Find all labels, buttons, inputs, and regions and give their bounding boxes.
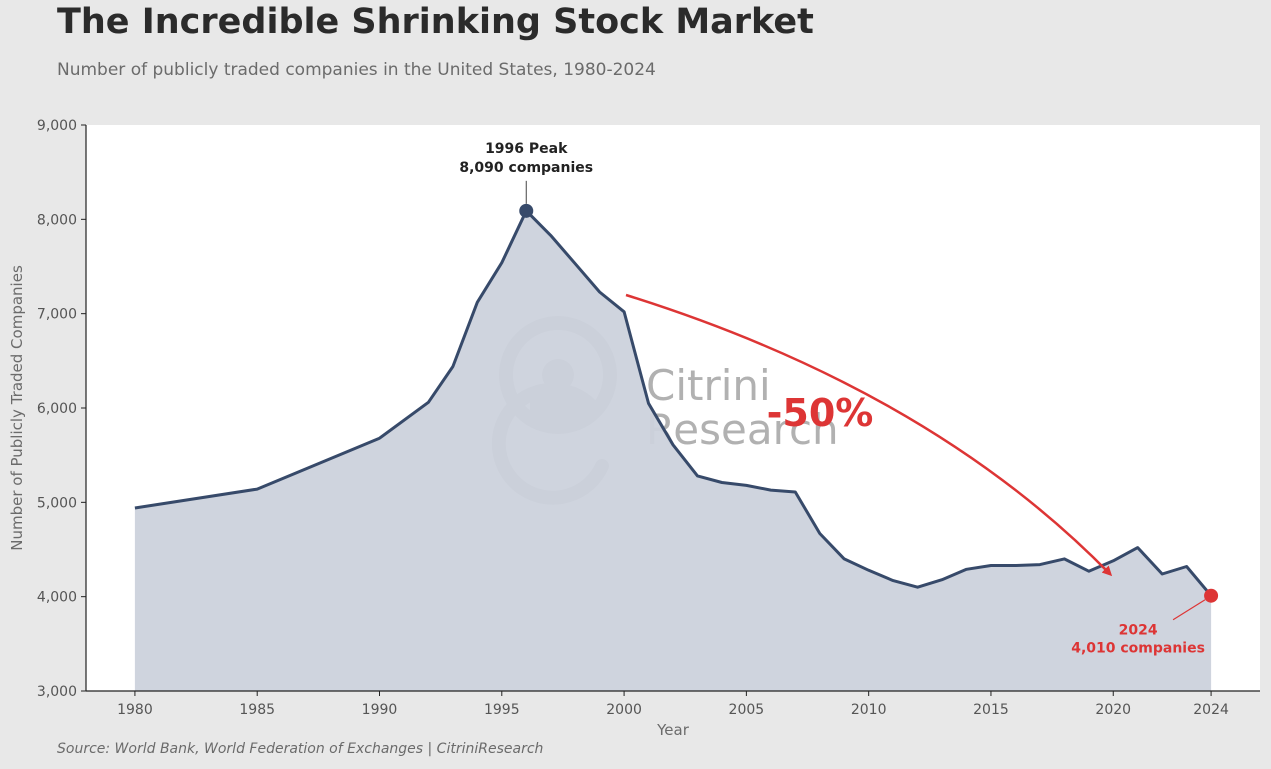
x-tick-label: 2010	[851, 702, 887, 718]
y-tick-label: 6,000	[37, 401, 77, 417]
x-ticks: 1980 1985 1990 1995 2000 2005 2010 2015 2020 2024	[117, 691, 1229, 718]
peak-annotation-value: 8,090 companies	[459, 160, 593, 176]
y-tick-label: 9,000	[37, 118, 77, 134]
series-line	[134, 209, 1213, 597]
x-tick-label: 2015	[973, 702, 1009, 718]
x-tick-label: 1985	[239, 702, 275, 718]
chart-title: The Incredible Shrinking Stock Market	[57, 2, 814, 42]
y-tick-label: 8,000	[37, 212, 77, 228]
watermark-line2: Research	[646, 405, 839, 454]
x-tick-label: 2024	[1193, 702, 1229, 718]
x-axis-label: Year	[656, 721, 690, 739]
x-tick-label: 2020	[1095, 702, 1131, 718]
x-tick-label: 2005	[729, 702, 765, 718]
end-marker	[1204, 588, 1219, 603]
end-annotation-value: 4,010 companies	[1071, 641, 1205, 657]
x-tick-label: 2000	[606, 702, 642, 718]
x-tick-label: 1980	[117, 702, 153, 718]
watermark-line1: Citrini	[646, 361, 771, 410]
y-ticks: 3,000 4,000 5,000 6,000 7,000 8,000 9,000	[37, 118, 86, 700]
y-axis-label: Number of Publicly Traded Companies	[8, 265, 26, 551]
end-annotation-title: 2024	[1119, 623, 1158, 639]
y-tick-label: 4,000	[37, 590, 77, 606]
change-label: -50%	[767, 391, 874, 435]
series-area-fill	[134, 210, 1212, 692]
chart-source: Source: World Bank, World Federation of …	[57, 741, 544, 757]
peak-annotation-title: 1996 Peak	[485, 141, 568, 157]
change-arrow	[625, 293, 1113, 577]
y-tick-label: 5,000	[37, 495, 77, 511]
peak-marker	[519, 203, 534, 218]
x-tick-label: 1990	[362, 702, 398, 718]
x-tick-label: 1995	[484, 702, 520, 718]
y-tick-label: 3,000	[37, 684, 77, 700]
chart-subtitle: Number of publicly traded companies in t…	[57, 60, 656, 80]
end-annotation-connector	[1172, 599, 1206, 621]
y-tick-label: 7,000	[37, 307, 77, 323]
